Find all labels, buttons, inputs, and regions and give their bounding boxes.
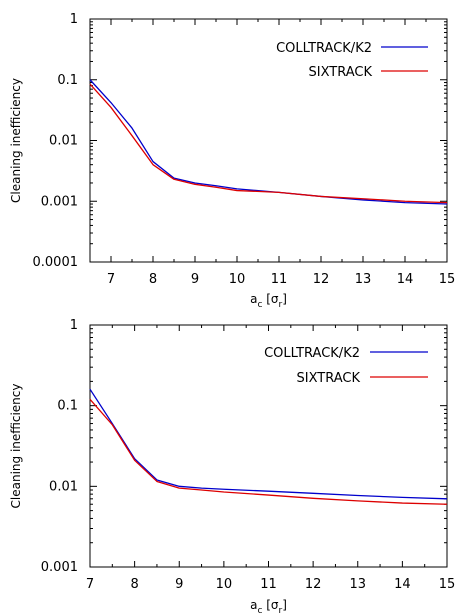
legend-label: COLLTRACK/K2 [276, 41, 372, 56]
y-tick-label: 1 [70, 318, 78, 333]
x-tick-label: 12 [313, 272, 330, 287]
legend-label: SIXTRACK [297, 371, 361, 386]
x-tick-label: 10 [216, 577, 233, 592]
y-tick-label: 0.001 [41, 194, 78, 209]
legend-label: COLLTRACK/K2 [264, 346, 360, 361]
chart-panel-1: 7 8 9 10 11 12 13 14 15 0.0001 0.001 0.01 0.1 1 Cleani… [9, 12, 455, 310]
y-tick-label: 1 [70, 12, 78, 27]
x-tick-label: 10 [229, 272, 246, 287]
series-line-2 [89, 398, 448, 505]
y-tick-label: 0.1 [57, 399, 78, 414]
x-axis-title: ac [σr] [250, 598, 287, 613]
x-tick-label: 9 [175, 577, 183, 592]
series-line-1 [89, 79, 448, 205]
y-tick-label: 0.1 [57, 73, 78, 88]
series-line-2 [89, 83, 448, 204]
y-axis-title: Cleaning inefficiency [9, 78, 23, 203]
x-tick-label: 13 [349, 577, 366, 592]
x-tick-label: 7 [86, 577, 94, 592]
y-tick-label: 0.0001 [33, 255, 79, 270]
x-axis-title: ac [σr] [250, 292, 287, 310]
y-tick-label: 0.001 [41, 560, 78, 575]
x-tick-label: 15 [439, 577, 456, 592]
x-tick-label: 11 [271, 272, 288, 287]
chart-panel-2: 7 8 9 10 11 12 13 14 15 0.001 0.01 0.1 1 Cleaning ine… [9, 318, 455, 613]
x-tick-label: 11 [260, 577, 277, 592]
plot-frame [89, 18, 448, 263]
x-tick-label: 14 [397, 272, 414, 287]
x-tick-label: 8 [130, 577, 138, 592]
series-line-1 [89, 388, 448, 500]
plot-frame [89, 324, 448, 568]
x-tick-label: 12 [305, 577, 322, 592]
y-tick-label: 0.01 [49, 479, 78, 494]
x-tick-label: 9 [191, 272, 199, 287]
x-tick-label: 8 [149, 272, 157, 287]
y-axis-title: Cleaning inefficiency [9, 384, 23, 509]
x-tick-label: 14 [394, 577, 411, 592]
x-tick-label: 13 [355, 272, 372, 287]
x-tick-label: 7 [107, 272, 115, 287]
y-tick-label: 0.01 [49, 134, 78, 149]
legend-label: SIXTRACK [309, 65, 373, 80]
x-tick-label: 15 [439, 272, 456, 287]
